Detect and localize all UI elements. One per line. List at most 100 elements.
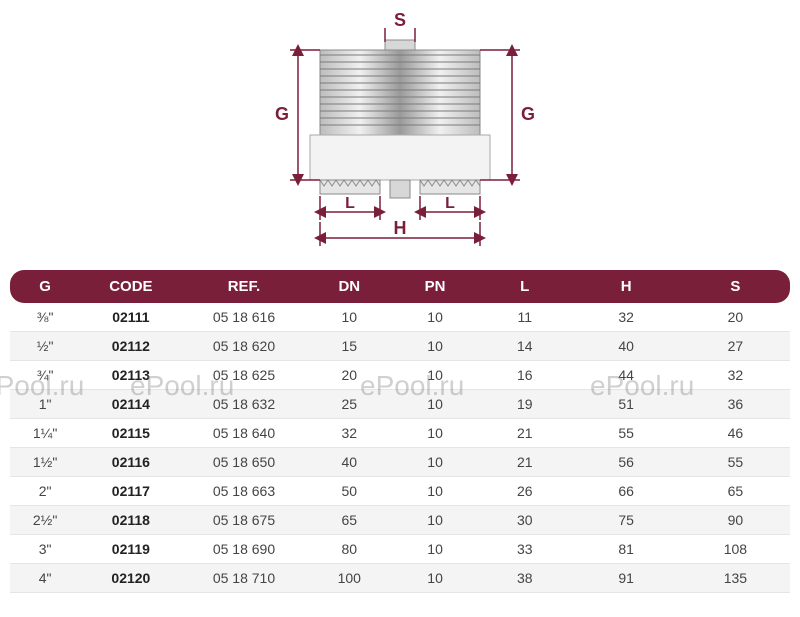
cell-dn: 100: [306, 564, 392, 593]
col-ref: REF.: [182, 270, 307, 303]
cell-ref: 05 18 632: [182, 390, 307, 419]
cell-code: 02115: [80, 419, 181, 448]
cell-h: 55: [572, 419, 681, 448]
cell-l: 14: [478, 332, 572, 361]
col-code: CODE: [80, 270, 181, 303]
cell-dn: 65: [306, 506, 392, 535]
cell-g: 4": [10, 564, 80, 593]
table-row: 2"0211705 18 6635010266665: [10, 477, 790, 506]
table-row: ⅜"0211105 18 6161010113220: [10, 303, 790, 332]
table-row: ½"0211205 18 6201510144027: [10, 332, 790, 361]
cell-l: 26: [478, 477, 572, 506]
cell-code: 02114: [80, 390, 181, 419]
cell-dn: 40: [306, 448, 392, 477]
col-s: S: [681, 270, 790, 303]
cell-ref: 05 18 625: [182, 361, 307, 390]
cell-s: 27: [681, 332, 790, 361]
cell-g: ⅜": [10, 303, 80, 332]
col-h: H: [572, 270, 681, 303]
cell-s: 46: [681, 419, 790, 448]
cell-s: 55: [681, 448, 790, 477]
table-row: 4"0212005 18 710100103891135: [10, 564, 790, 593]
technical-diagram: S G G L L: [10, 10, 790, 260]
col-dn: DN: [306, 270, 392, 303]
cell-pn: 10: [392, 390, 478, 419]
cell-code: 02120: [80, 564, 181, 593]
cell-dn: 50: [306, 477, 392, 506]
cell-s: 32: [681, 361, 790, 390]
dim-label-l-right: L: [445, 195, 455, 212]
cell-ref: 05 18 620: [182, 332, 307, 361]
cell-h: 32: [572, 303, 681, 332]
cell-s: 36: [681, 390, 790, 419]
col-g: G: [10, 270, 80, 303]
cell-h: 56: [572, 448, 681, 477]
cell-g: 3": [10, 535, 80, 564]
cell-s: 135: [681, 564, 790, 593]
cell-code: 02116: [80, 448, 181, 477]
table-row: 1"0211405 18 6322510195136: [10, 390, 790, 419]
cell-ref: 05 18 663: [182, 477, 307, 506]
fitting-diagram-svg: S G G L L: [220, 10, 580, 260]
cell-s: 65: [681, 477, 790, 506]
cell-pn: 10: [392, 303, 478, 332]
dim-label-g-left: G: [275, 104, 289, 124]
table-row: ¾"0211305 18 6252010164432: [10, 361, 790, 390]
table-row: 3"0211905 18 69080103381108: [10, 535, 790, 564]
cell-code: 02117: [80, 477, 181, 506]
cell-l: 16: [478, 361, 572, 390]
cell-l: 38: [478, 564, 572, 593]
cell-ref: 05 18 675: [182, 506, 307, 535]
spec-table: G CODE REF. DN PN L H S ⅜"0211105 18 616…: [10, 270, 790, 593]
cell-h: 51: [572, 390, 681, 419]
cell-s: 90: [681, 506, 790, 535]
cell-g: 1½": [10, 448, 80, 477]
cell-l: 30: [478, 506, 572, 535]
cell-pn: 10: [392, 564, 478, 593]
cell-g: 2": [10, 477, 80, 506]
cell-code: 02119: [80, 535, 181, 564]
cell-pn: 10: [392, 506, 478, 535]
cell-ref: 05 18 650: [182, 448, 307, 477]
table-body: ⅜"0211105 18 6161010113220½"0211205 18 6…: [10, 303, 790, 593]
cell-l: 21: [478, 419, 572, 448]
cell-code: 02113: [80, 361, 181, 390]
dim-label-g-right: G: [521, 104, 535, 124]
cell-pn: 10: [392, 361, 478, 390]
cell-l: 21: [478, 448, 572, 477]
cell-h: 44: [572, 361, 681, 390]
cell-h: 40: [572, 332, 681, 361]
cell-dn: 10: [306, 303, 392, 332]
cell-s: 20: [681, 303, 790, 332]
table-row: 2½"0211805 18 6756510307590: [10, 506, 790, 535]
cell-dn: 80: [306, 535, 392, 564]
cell-code: 02118: [80, 506, 181, 535]
dim-label-s: S: [394, 10, 406, 30]
cell-l: 19: [478, 390, 572, 419]
cell-pn: 10: [392, 477, 478, 506]
table-header-row: G CODE REF. DN PN L H S: [10, 270, 790, 303]
cell-h: 66: [572, 477, 681, 506]
cell-ref: 05 18 710: [182, 564, 307, 593]
cell-code: 02111: [80, 303, 181, 332]
cell-g: ¾": [10, 361, 80, 390]
table-row: 1½"0211605 18 6504010215655: [10, 448, 790, 477]
cell-h: 81: [572, 535, 681, 564]
cell-pn: 10: [392, 332, 478, 361]
col-pn: PN: [392, 270, 478, 303]
dim-label-l-left: L: [345, 195, 355, 212]
cell-l: 11: [478, 303, 572, 332]
cell-l: 33: [478, 535, 572, 564]
cell-g: 2½": [10, 506, 80, 535]
cell-ref: 05 18 690: [182, 535, 307, 564]
cell-code: 02112: [80, 332, 181, 361]
cell-dn: 20: [306, 361, 392, 390]
cell-g: 1¼": [10, 419, 80, 448]
cell-pn: 10: [392, 535, 478, 564]
cell-dn: 15: [306, 332, 392, 361]
dim-label-h: H: [394, 218, 407, 238]
cell-h: 75: [572, 506, 681, 535]
cell-g: ½": [10, 332, 80, 361]
cell-dn: 32: [306, 419, 392, 448]
cell-h: 91: [572, 564, 681, 593]
